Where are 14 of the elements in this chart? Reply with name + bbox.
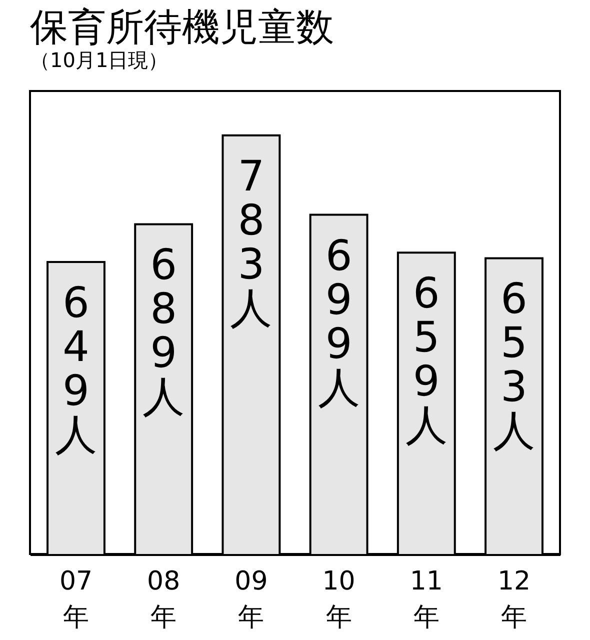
data-label: 783人 bbox=[230, 151, 272, 332]
x-tick-label: 09年 bbox=[234, 566, 268, 632]
data-label: 653人 bbox=[493, 274, 536, 456]
x-tick-label: 10年 bbox=[322, 566, 356, 632]
data-label: 689人 bbox=[142, 240, 185, 422]
x-tick-label: 08年 bbox=[147, 566, 180, 632]
chart-title: 保育所待機児童数 bbox=[30, 5, 334, 49]
data-label: 699人 bbox=[318, 230, 360, 412]
x-tick-label: 12年 bbox=[497, 566, 531, 632]
x-tick-label: 07年 bbox=[59, 566, 93, 632]
data-label: 649人 bbox=[54, 278, 97, 460]
x-tick-label: 11年 bbox=[410, 566, 443, 632]
data-label: 659人 bbox=[405, 268, 448, 450]
chart-subtitle: （10月1日現） bbox=[30, 48, 168, 72]
